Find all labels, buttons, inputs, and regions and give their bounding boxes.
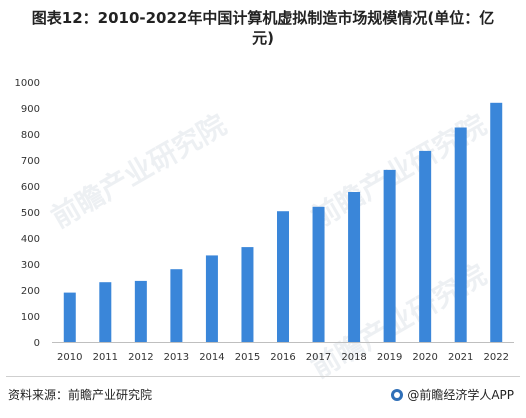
x-tick-label: 2011 [93,352,118,363]
x-tick-label: 2010 [57,352,82,363]
y-tick-label: 0 [34,338,40,349]
x-tick-label: 2012 [128,352,153,363]
bar [383,169,396,342]
y-tick-label: 600 [21,182,40,193]
chart-title: 图表12：2010-2022年中国计算机虚拟制造市场规模情况(单位：亿 元) [0,8,526,48]
x-tick-label: 2016 [270,352,295,363]
bar [348,191,361,342]
bar [454,127,467,342]
x-tick-label: 2017 [306,352,331,363]
x-tick-label: 2018 [341,352,366,363]
bar [419,150,432,342]
bar [490,102,503,342]
x-tick-label: 2014 [199,352,224,363]
bar [134,280,147,342]
bar [99,282,112,342]
bar [312,206,325,342]
x-tick-label: 2022 [484,352,509,363]
y-tick-label: 300 [21,260,40,271]
y-tick-label: 400 [21,234,40,245]
source-note: 资料来源：前瞻产业研究院 [8,388,153,402]
bar [205,255,218,342]
chart-title-line2: 元) [252,29,274,47]
brand-text: @前瞻经济学人APP [407,388,514,402]
y-tick-label: 100 [21,312,40,323]
x-tick-label: 2015 [235,352,260,363]
brand-logo-icon [391,388,404,401]
y-tick-label: 500 [21,208,40,219]
footer-divider [6,376,520,377]
y-tick-label: 200 [21,286,40,297]
bar [170,269,183,342]
chart-title-line1: 图表12：2010-2022年中国计算机虚拟制造市场规模情况(单位：亿 [31,9,495,27]
x-tick-label: 2013 [164,352,189,363]
y-tick-label: 700 [21,156,40,167]
x-tick-label: 2019 [377,352,402,363]
y-tick-label: 1000 [15,78,40,89]
y-tick-label: 900 [21,104,40,115]
x-tick-label: 2021 [448,352,473,363]
bar [241,247,254,342]
bar [63,292,76,342]
bar [277,211,289,342]
x-tick-label: 2020 [412,352,437,363]
y-tick-label: 800 [21,130,40,141]
brand-credit: @前瞻经济学人APP [391,386,514,403]
